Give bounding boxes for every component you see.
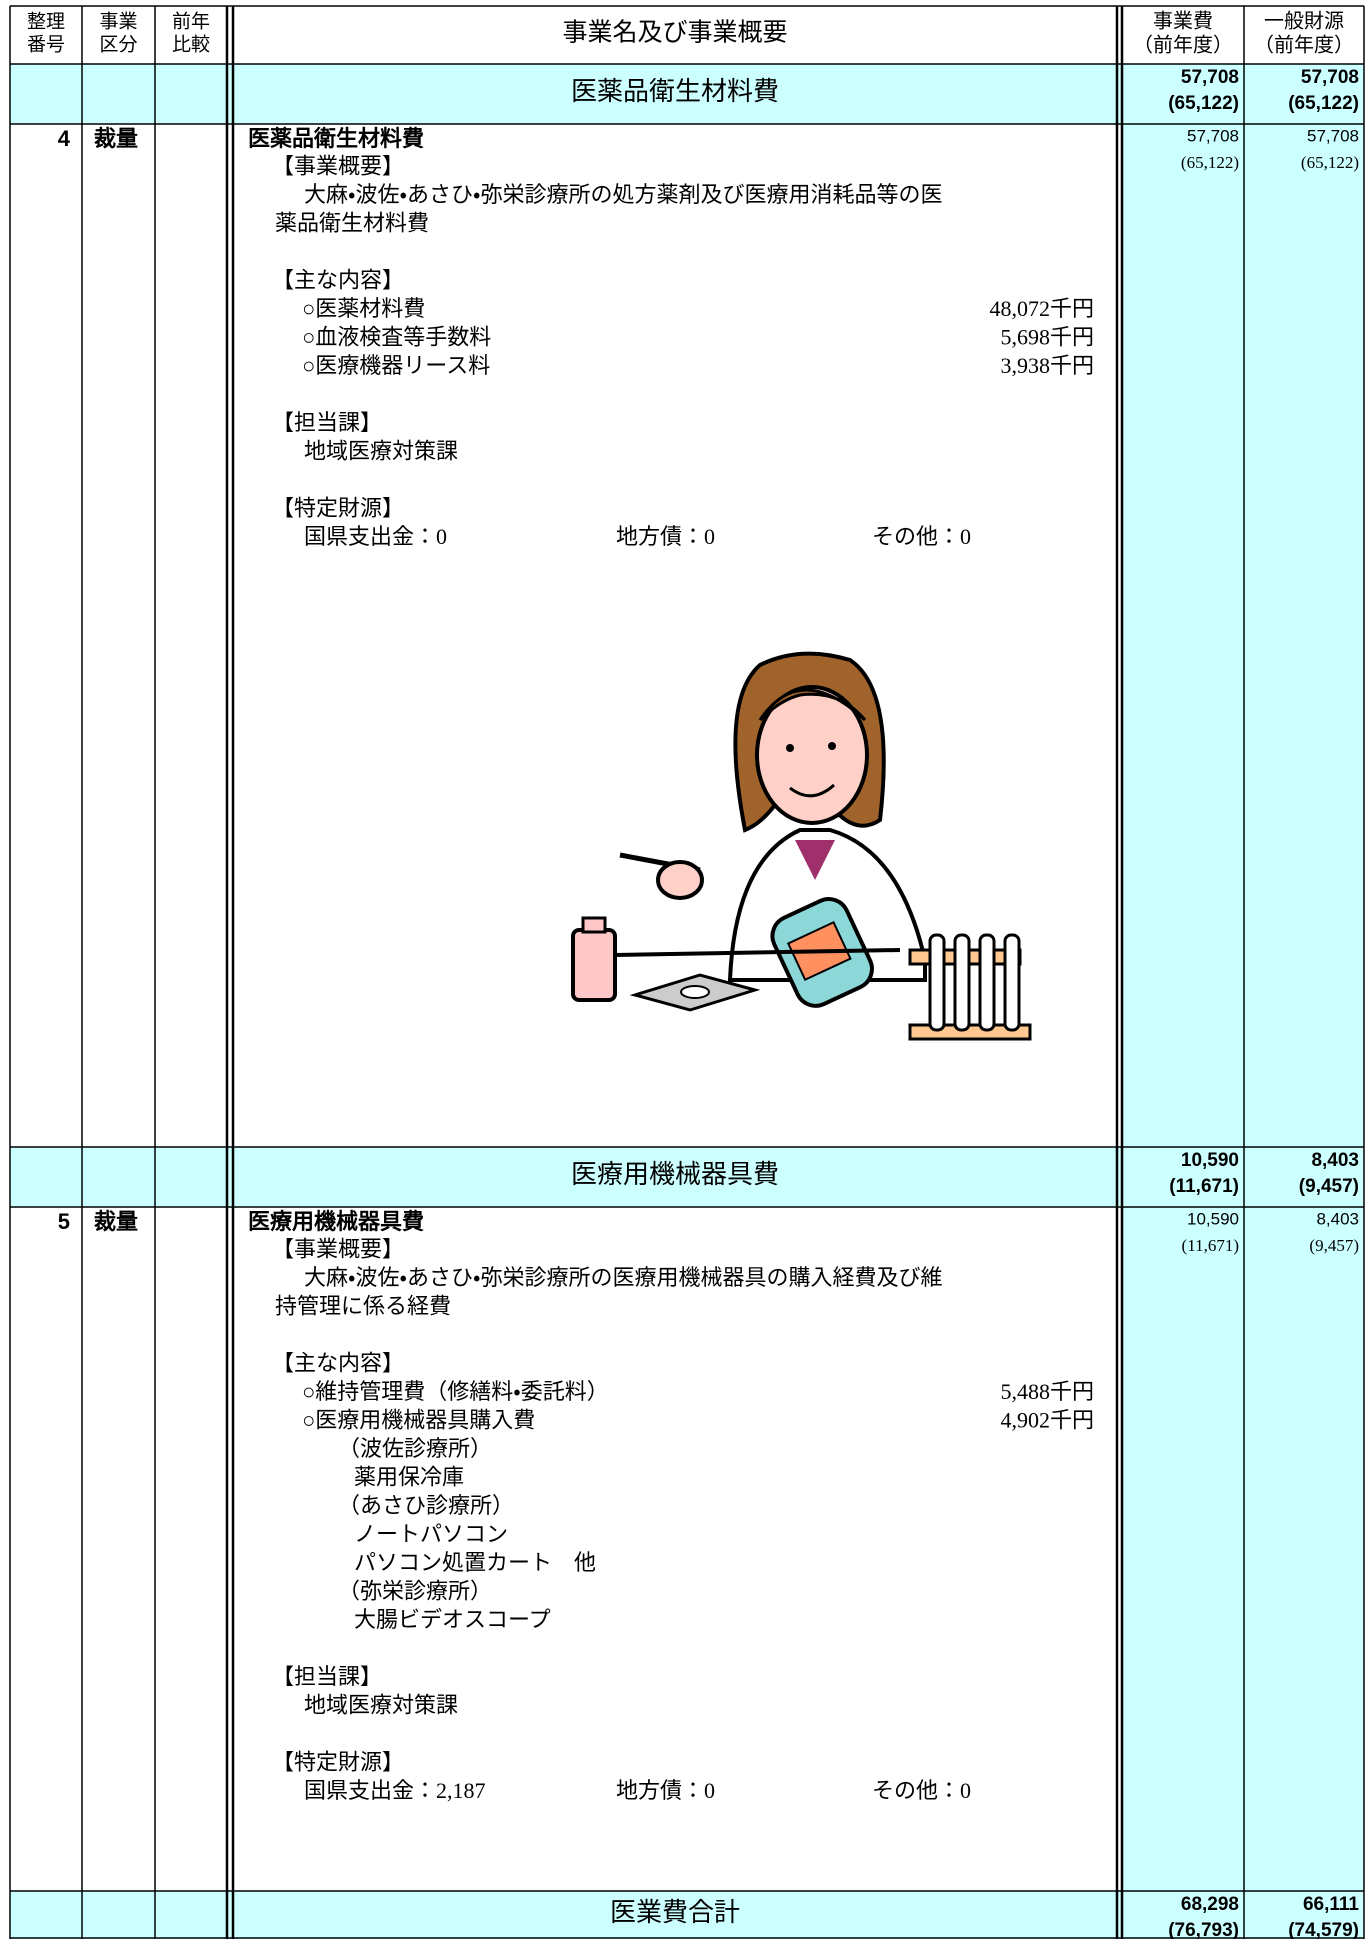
- content-label: ○医療機器リース料: [302, 353, 490, 378]
- section-amount-prev: (76,793): [1168, 1920, 1239, 1939]
- item-amount: 8,403: [1316, 1209, 1359, 1228]
- dept: 地域医療対策課: [304, 1693, 458, 1718]
- header-label: 比較: [172, 33, 210, 55]
- content-amount: 48,072千円: [989, 296, 1094, 321]
- overview-text: 大麻・波佐・あさひ・弥栄診療所の処方薬剤及び医療用消耗品等の医: [304, 182, 942, 207]
- item-amount-prev: (11,671): [1182, 1236, 1239, 1255]
- section-row-bg: [10, 64, 1364, 124]
- content-amount: 3,938千円: [1000, 353, 1094, 378]
- section-title: 医業費合計: [610, 1898, 740, 1927]
- content-amount: 5,488千円: [1000, 1379, 1094, 1404]
- detail-item: ノートパソコン: [354, 1522, 508, 1547]
- section-amount: 68,298: [1181, 1894, 1239, 1915]
- illustration: [571, 651, 1032, 1041]
- section-title: 医薬品衛生材料費: [571, 77, 779, 106]
- item-amount: 57,708: [1307, 126, 1359, 145]
- header-label: （前年度）: [1254, 34, 1354, 57]
- section-heading: 【担当課】: [272, 1664, 382, 1689]
- funding: 国県支出金：0: [304, 524, 447, 549]
- section-amount-prev: (65,122): [1168, 93, 1239, 114]
- detail-place: （あさひ診療所）: [338, 1493, 514, 1518]
- section-heading: 【担当課】: [272, 410, 382, 435]
- item-amount-prev: (9,457): [1309, 1236, 1359, 1255]
- item-amount-prev: (65,122): [1181, 153, 1239, 172]
- section-title: 医療用機械器具費: [571, 1160, 779, 1189]
- content-label: ○医療用機械器具購入費: [302, 1408, 535, 1433]
- header-label: 番号: [27, 33, 65, 55]
- section-heading: 【特定財源】: [272, 1750, 404, 1775]
- section-heading: 【事業概要】: [272, 154, 404, 179]
- amount-col-bg: [1122, 124, 1364, 1147]
- item-number: 4: [58, 126, 71, 151]
- overview-text: 大麻・波佐・あさひ・弥栄診療所の医療用機械器具の購入経費及び維: [304, 1265, 942, 1290]
- content-amount: 5,698千円: [1000, 325, 1094, 350]
- funding: 国県支出金：2,187: [304, 1778, 486, 1803]
- item-number: 5: [58, 1209, 70, 1234]
- item-amount-prev: (65,122): [1301, 153, 1359, 172]
- section-row-bg: [10, 1147, 1364, 1207]
- detail-place: （波佐診療所）: [338, 1436, 492, 1461]
- section-amount-prev: (74,579): [1288, 1920, 1359, 1939]
- funding: 地方債：0: [616, 1778, 715, 1803]
- funding: 地方債：0: [616, 524, 715, 549]
- content-label: ○医薬材料費: [302, 296, 425, 321]
- item-category: 裁量: [94, 126, 138, 151]
- section-heading: 【主な内容】: [272, 1351, 404, 1376]
- header-title: 事業名及び事業概要: [562, 19, 787, 47]
- grid: [9, 5, 1365, 1939]
- section-amount: 10,590: [1181, 1150, 1239, 1171]
- header-label: （前年度）: [1133, 34, 1233, 57]
- header-label: 事業費: [1153, 10, 1213, 33]
- header-label: 整理: [27, 10, 65, 32]
- detail-item: パソコン処置カート 他: [354, 1550, 596, 1575]
- dept: 地域医療対策課: [304, 439, 458, 464]
- section-heading: 【事業概要】: [272, 1237, 404, 1262]
- item-name: 医療用機械器具費: [248, 1209, 424, 1234]
- section-amount-prev: (11,671): [1169, 1176, 1239, 1197]
- section-row-bg: [10, 1891, 1364, 1939]
- detail-place: （弥栄診療所）: [338, 1579, 492, 1604]
- header-label: 事業: [99, 10, 137, 32]
- item-name: 医薬品衛生材料費: [248, 126, 424, 151]
- content-amount: 4,902千円: [1000, 1408, 1094, 1433]
- header-label: 前年: [172, 10, 210, 32]
- content-label: ○維持管理費（修繕料・委託料）: [302, 1379, 609, 1404]
- amount-col-bg: [1122, 1207, 1364, 1891]
- item-amount: 57,708: [1187, 126, 1239, 145]
- section-heading: 【特定財源】: [272, 496, 404, 521]
- overview-text: 持管理に係る経費: [275, 1294, 451, 1319]
- section-amount: 57,708: [1301, 67, 1359, 88]
- header-label: 区分: [99, 33, 137, 55]
- section-amount: 57,708: [1181, 67, 1239, 88]
- detail-item: 大腸ビデオスコープ: [354, 1607, 551, 1632]
- header-label: 一般財源: [1264, 10, 1344, 33]
- funding: その他：0: [872, 1778, 971, 1803]
- item-amount: 10,590: [1187, 1209, 1239, 1228]
- section-heading: 【主な内容】: [272, 268, 404, 293]
- backgrounds: [10, 64, 1364, 1939]
- overview-text: 薬品衛生材料費: [275, 211, 429, 236]
- detail-item: 薬用保冷庫: [354, 1465, 464, 1490]
- item-category: 裁量: [94, 1209, 138, 1234]
- section-amount-prev: (9,457): [1299, 1176, 1359, 1197]
- section-amount: 66,111: [1303, 1894, 1359, 1915]
- funding: その他：0: [872, 524, 971, 549]
- content-label: ○血液検査等手数料: [302, 325, 491, 350]
- section-amount-prev: (65,122): [1288, 93, 1359, 114]
- section-amount: 8,403: [1311, 1150, 1359, 1171]
